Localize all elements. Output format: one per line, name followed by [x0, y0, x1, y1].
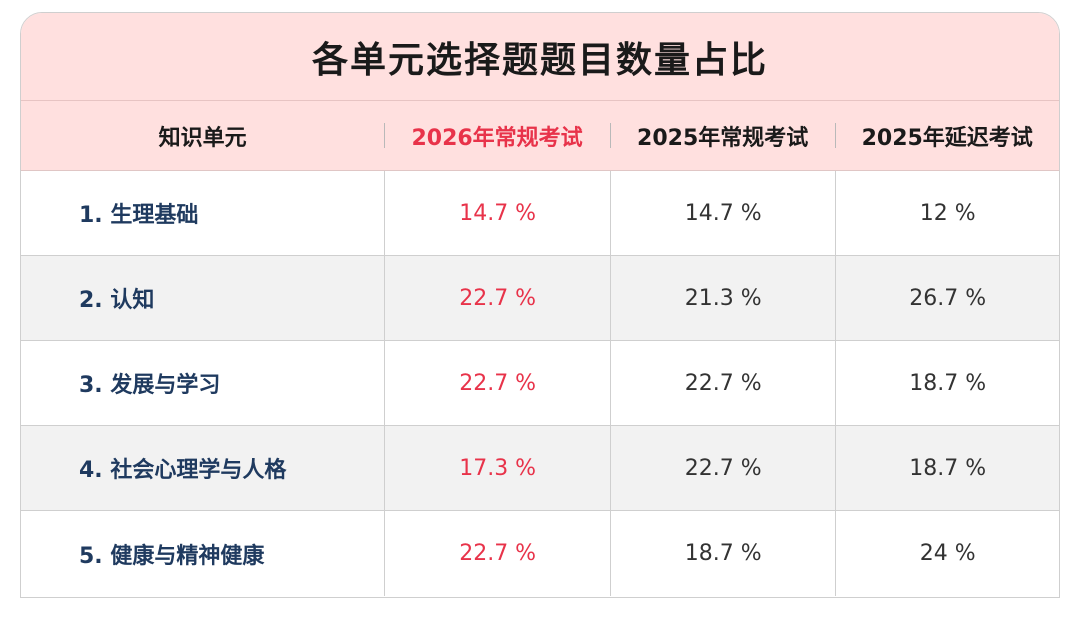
table-row: 2. 认知 22.7 % 21.3 % 26.7 %	[21, 256, 1059, 341]
value-2026-regular: 17.3 %	[384, 426, 610, 510]
value-2025-regular: 14.7 %	[609, 171, 836, 255]
unit-name: 1. 生理基础	[79, 203, 199, 228]
unit-name: 2. 认知	[79, 288, 155, 313]
table-row: 4. 社会心理学与人格 17.3 % 22.7 % 18.7 %	[21, 426, 1059, 511]
value-2025-regular: 22.7 %	[609, 426, 836, 510]
value-2026-regular: 22.7 %	[384, 341, 610, 425]
value-2026-regular: 14.7 %	[384, 171, 610, 255]
value-2026-regular: 22.7 %	[384, 256, 610, 340]
header-unit: 知识单元	[158, 125, 247, 151]
title-bar: 各单元选择题题目数量占比	[21, 13, 1059, 101]
table-row: 1. 生理基础 14.7 % 14.7 % 12 %	[21, 171, 1059, 256]
value-2026-regular: 22.7 %	[384, 511, 610, 596]
table-row: 5. 健康与精神健康 22.7 % 18.7 % 24 %	[21, 511, 1059, 596]
unit-name: 4. 社会心理学与人格	[79, 458, 287, 483]
value-2025-regular: 18.7 %	[609, 511, 836, 596]
value-2025-delayed: 26.7 %	[835, 256, 1059, 340]
table-row: 3. 发展与学习 22.7 % 22.7 % 18.7 %	[21, 341, 1059, 426]
page-title: 各单元选择题题目数量占比	[311, 39, 768, 81]
header-2025-regular: 2025年常规考试	[609, 101, 836, 170]
header-2026-regular: 2026年常规考试	[384, 101, 610, 170]
value-2025-delayed: 24 %	[835, 511, 1059, 596]
value-2025-regular: 22.7 %	[609, 341, 836, 425]
value-2025-delayed: 12 %	[835, 171, 1059, 255]
unit-name: 3. 发展与学习	[79, 373, 221, 398]
header-2025-delayed: 2025年延迟考试	[835, 101, 1059, 170]
value-2025-delayed: 18.7 %	[835, 426, 1059, 510]
unit-name: 5. 健康与精神健康	[79, 543, 265, 569]
table-header-row: 知识单元 2026年常规考试 2025年常规考试 2025年延迟考试	[21, 101, 1059, 171]
value-2025-regular: 21.3 %	[609, 256, 836, 340]
comparison-table-card: 各单元选择题题目数量占比 知识单元 2026年常规考试 2025年常规考试 20…	[20, 12, 1060, 598]
value-2025-delayed: 18.7 %	[835, 341, 1059, 425]
